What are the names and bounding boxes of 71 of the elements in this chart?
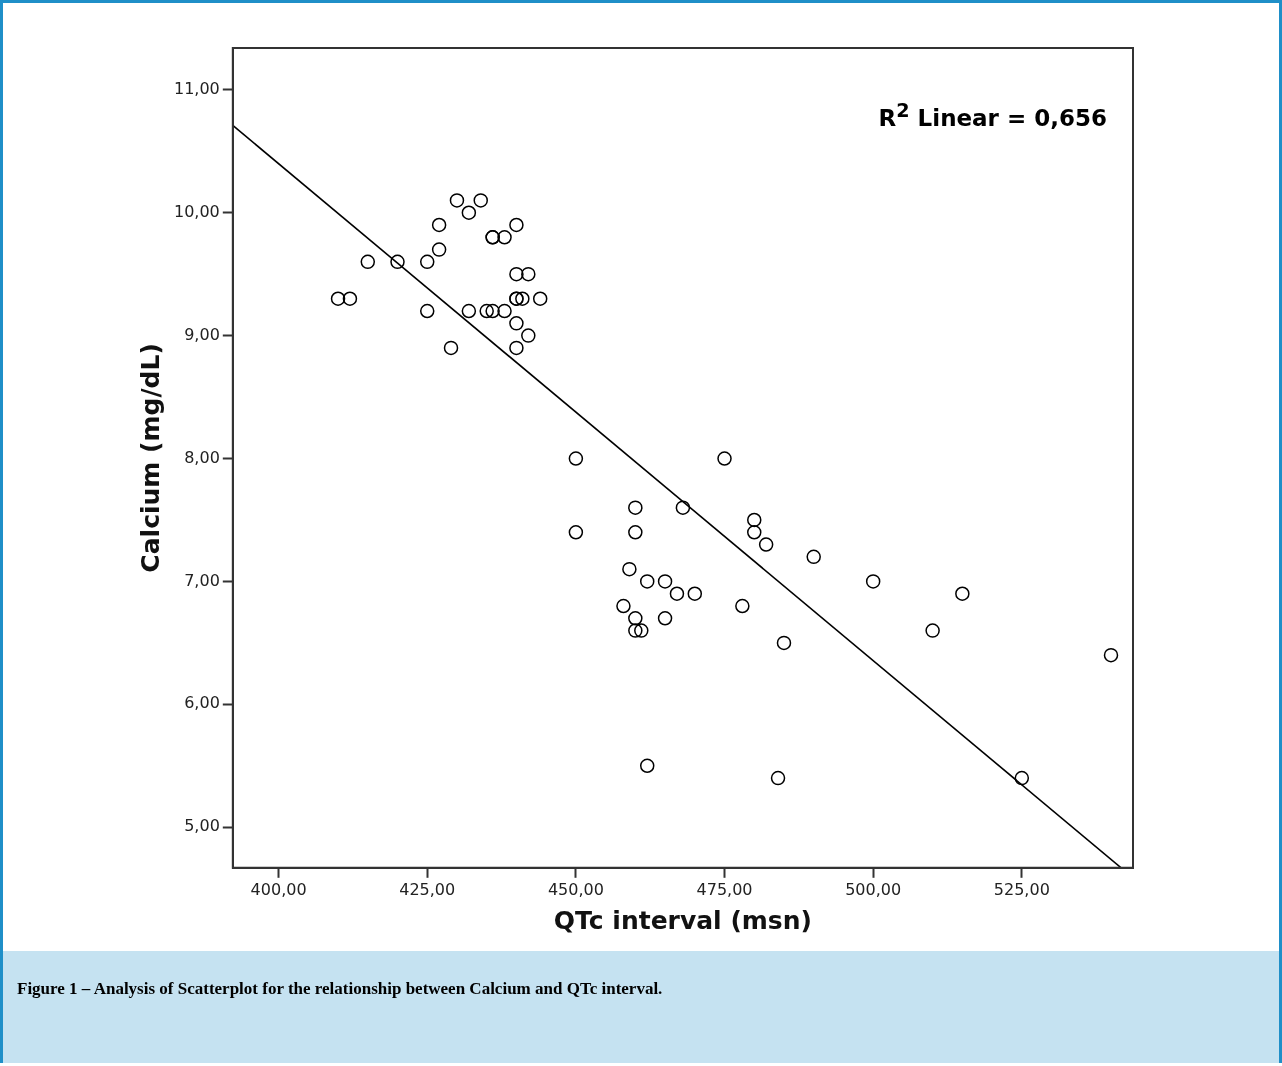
point: [747, 525, 762, 540]
point: [497, 303, 512, 319]
y-tick-label: 11,00: [173, 78, 220, 98]
point: [628, 525, 643, 540]
point: [360, 254, 376, 270]
point: [521, 328, 536, 343]
point: [634, 623, 649, 638]
point: [497, 230, 512, 245]
x-axis-title: QTc interval (msn): [553, 905, 812, 935]
x-tick-label: 400,00: [250, 879, 307, 899]
y-tick-label: 7,00: [184, 570, 220, 590]
point: [628, 611, 643, 626]
point: [747, 512, 762, 528]
point: [419, 254, 435, 270]
point: [431, 217, 447, 233]
point: [776, 635, 792, 651]
point: [758, 537, 774, 552]
point: [509, 340, 524, 356]
point: [675, 500, 691, 515]
point: [735, 598, 750, 614]
x-tick-label: 450,00: [547, 879, 604, 899]
point: [461, 205, 477, 220]
point: [532, 291, 548, 306]
point: [521, 266, 536, 282]
point: [509, 217, 524, 233]
y-tick-label: 6,00: [184, 693, 220, 713]
y-tick-label: 9,00: [184, 324, 220, 344]
point: [515, 291, 530, 306]
point: [925, 623, 940, 638]
y-tick-label: 10,00: [173, 201, 220, 221]
point: [639, 574, 655, 589]
point: [473, 193, 488, 208]
x-tick-label: 525,00: [993, 879, 1050, 899]
point: [657, 611, 673, 626]
point: [955, 586, 970, 601]
point: [657, 574, 673, 589]
point: [628, 500, 643, 515]
point: [479, 303, 494, 319]
point: [622, 561, 637, 577]
point: [485, 303, 500, 319]
point: [806, 549, 821, 565]
point: [616, 598, 631, 614]
point: [449, 193, 465, 208]
point: [431, 242, 447, 257]
point: [509, 316, 524, 331]
annotation: R$^{2}$ Linear = 0,656: [878, 99, 1107, 131]
point: [639, 758, 655, 774]
y-tick-label: 5,00: [184, 816, 220, 836]
point: [330, 291, 346, 306]
point: [1103, 647, 1119, 663]
point: [865, 574, 881, 589]
point: [568, 525, 584, 540]
y-axis-title: Calcium (mg/dL): [135, 343, 165, 573]
point: [419, 303, 435, 319]
y-tick-label: 8,00: [184, 447, 220, 467]
x-tick-label: 425,00: [399, 879, 456, 899]
x-tick-label: 500,00: [845, 879, 902, 899]
point: [1014, 770, 1030, 786]
point: [443, 340, 459, 356]
point: [669, 586, 685, 601]
x-tick-label: 475,00: [696, 879, 753, 899]
point: [568, 451, 584, 466]
point: [461, 303, 477, 319]
point: [509, 266, 524, 282]
caption: Figure 1 – Analysis of Scatterplot for the relationship between Calcium and QTc interval.: [3, 951, 1279, 1063]
point: [390, 254, 405, 270]
point: [717, 451, 732, 466]
point: [342, 291, 358, 306]
point: [687, 586, 703, 601]
point: [628, 623, 643, 638]
point: [770, 770, 786, 786]
